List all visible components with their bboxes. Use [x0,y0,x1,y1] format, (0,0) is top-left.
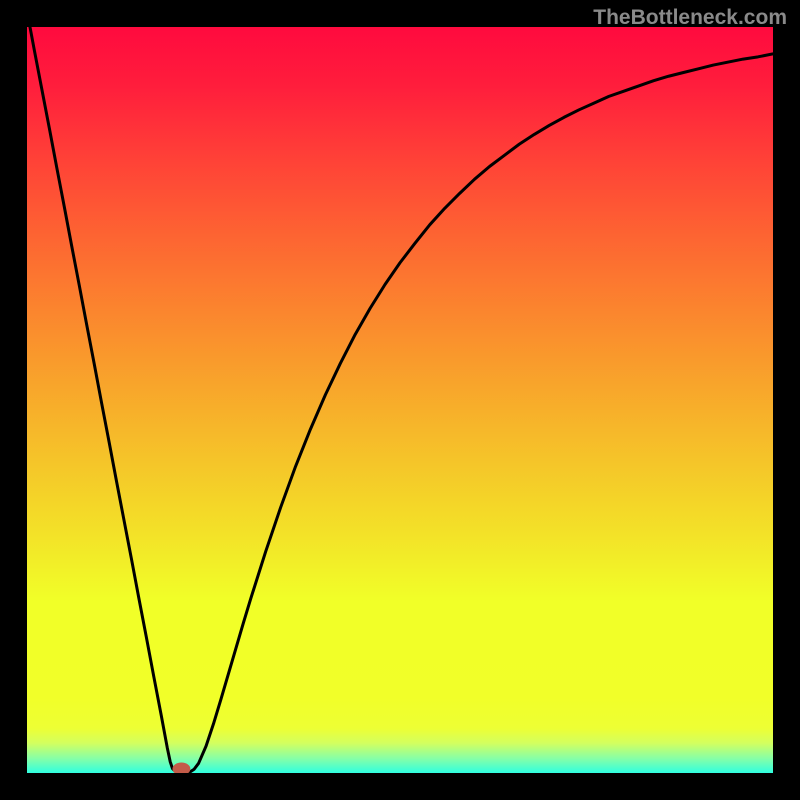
branding-watermark: TheBottleneck.com [593,6,787,30]
plot-area [27,27,773,773]
chart-svg [27,27,773,773]
branding-text: TheBottleneck.com [593,6,787,29]
plot-background [27,27,773,773]
chart-frame: TheBottleneck.com [0,0,800,800]
